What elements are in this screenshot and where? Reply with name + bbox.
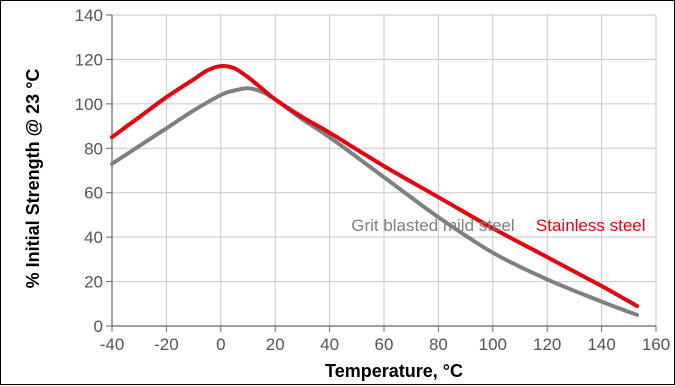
x-tick-label: 140 [587,335,615,354]
series-line-stainless-steel [110,64,639,308]
x-tick-label: -40 [100,335,125,354]
x-axis-title: Temperature, °C [325,361,463,381]
series-lines [110,64,639,317]
series-label: Grit blasted mild steel [351,216,514,235]
series-label: Stainless steel [536,216,646,235]
y-tick-label: 40 [84,228,103,247]
y-tick-label: 120 [75,50,103,69]
x-tick-label: -20 [154,335,179,354]
x-tick-label: 60 [375,335,394,354]
x-tick-label: 80 [429,335,448,354]
y-tick-label: 100 [75,95,103,114]
y-axis-title: % Initial Strength @ 23 °C [23,69,43,289]
y-tick-labels: 0 20 40 60 80 100 120 140 [75,6,103,336]
y-tick-label: 80 [84,139,103,158]
x-tick-label: 0 [216,335,225,354]
axes [106,14,657,332]
y-tick-label: 0 [94,317,103,336]
series-line-grit-blasted-mild-steel [110,86,639,317]
y-tick-label: 20 [84,273,103,292]
y-tick-label: 140 [75,6,103,25]
annotations: Grit blasted mild steel Stainless steel [351,216,645,235]
x-tick-label: 160 [642,335,670,354]
x-tick-label: 40 [320,335,339,354]
x-tick-labels: -40 -20 0 20 40 60 80 100 120 140 160 [100,335,670,354]
x-tick-label: 100 [479,335,507,354]
x-tick-label: 120 [533,335,561,354]
grid [111,14,657,327]
x-tick-label: 20 [266,335,285,354]
y-tick-label: 60 [84,184,103,203]
